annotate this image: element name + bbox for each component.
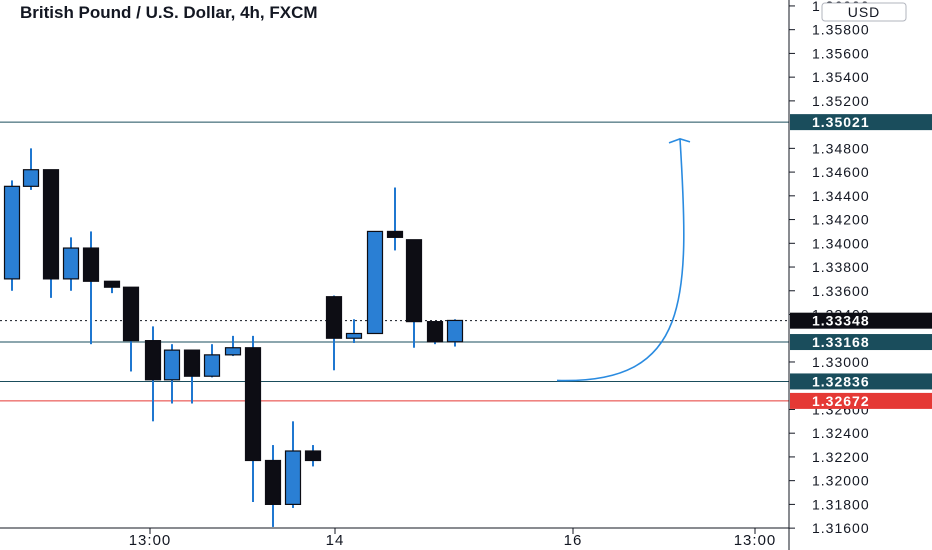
x-tick-label: 13:00 [734,532,777,549]
y-tick-label: 1.34600 [812,164,870,180]
candle[interactable] [163,344,181,404]
currency-badge[interactable]: USD [821,2,907,22]
candle-body-down [183,349,201,377]
candle-body-up [163,349,181,381]
y-tick-label: 1.32400 [812,425,870,441]
projection-arrow-head [668,138,691,144]
candle-body-down [144,340,162,381]
candle-body-down [304,450,322,462]
candle-body-up [366,230,384,335]
candle[interactable] [244,335,262,503]
y-tick-label: 1.35200 [812,93,870,109]
y-tick-label: 1.35400 [812,69,870,85]
candle[interactable] [3,180,21,291]
x-tick-label: 13:00 [129,532,172,549]
y-tick-label: 1.31600 [812,520,870,536]
candle-body-up [284,450,302,505]
projection-arrow [556,138,685,382]
level-tag-label: 1.35021 [812,114,870,130]
level-tag [790,114,932,131]
level-tag [790,334,932,351]
y-tick-label: 1.32000 [812,473,870,489]
candle[interactable] [284,421,302,508]
candle-body-down [103,280,121,288]
y-tick-label: 1.34000 [812,235,870,251]
y-tick-label: 1.34200 [812,212,870,228]
candle[interactable] [122,286,140,372]
candle-body-down [82,247,100,282]
y-tick-label: 1.35800 [812,22,870,38]
candle[interactable] [345,319,363,343]
y-tick-label: 1.33000 [812,354,870,370]
candle-body-down [42,169,60,280]
x-tick-label: 16 [564,532,583,549]
candle[interactable] [426,321,444,345]
y-tick-label: 1.34800 [812,140,870,156]
candle-body-down [264,459,282,505]
candle[interactable] [42,169,60,298]
candle[interactable] [82,231,100,345]
candle-body-up [446,319,464,343]
level-tag [790,392,932,409]
candle[interactable] [304,445,322,467]
y-tick-label: 1.33800 [812,259,870,275]
y-tick-label: 1.33600 [812,283,870,299]
candle[interactable] [62,237,80,291]
level-tag-label: 1.33168 [812,334,870,350]
candle-body-up [345,332,363,339]
candle-body-down [122,286,140,342]
candle[interactable] [386,187,404,251]
candle[interactable] [366,230,384,335]
candle-body-up [3,185,21,280]
candle[interactable] [22,148,40,190]
y-tick-label: 1.31800 [812,496,870,512]
candle-body-up [224,347,242,356]
candle-body-down [405,239,423,323]
level-tag [790,373,932,390]
level-tag [790,312,932,329]
candle[interactable] [224,335,242,357]
candle[interactable] [103,280,121,294]
candle[interactable] [144,326,162,422]
candle[interactable] [405,239,423,348]
candle-body-up [22,169,40,187]
candle-body-down [244,347,262,462]
candle-body-down [325,296,343,339]
candle[interactable] [203,344,221,378]
candle[interactable] [325,295,343,371]
candle[interactable] [264,445,282,527]
currency-label: USD [848,4,881,20]
candle[interactable] [446,319,464,347]
y-tick-label: 1.32200 [812,449,870,465]
candle-body-down [426,321,444,343]
chart-title: British Pound / U.S. Dollar, 4h, FXCM [20,3,318,22]
y-tick-label: 1.35600 [812,45,870,61]
candle-body-up [203,354,221,377]
level-tag-label: 1.33348 [812,313,870,329]
candle-body-down [386,230,404,238]
level-tag-label: 1.32836 [812,373,870,389]
candle[interactable] [183,349,201,404]
y-tick-label: 1.34400 [812,188,870,204]
x-tick-label: 14 [326,532,345,549]
candle-body-up [62,247,80,280]
level-tag-label: 1.32672 [812,393,870,409]
